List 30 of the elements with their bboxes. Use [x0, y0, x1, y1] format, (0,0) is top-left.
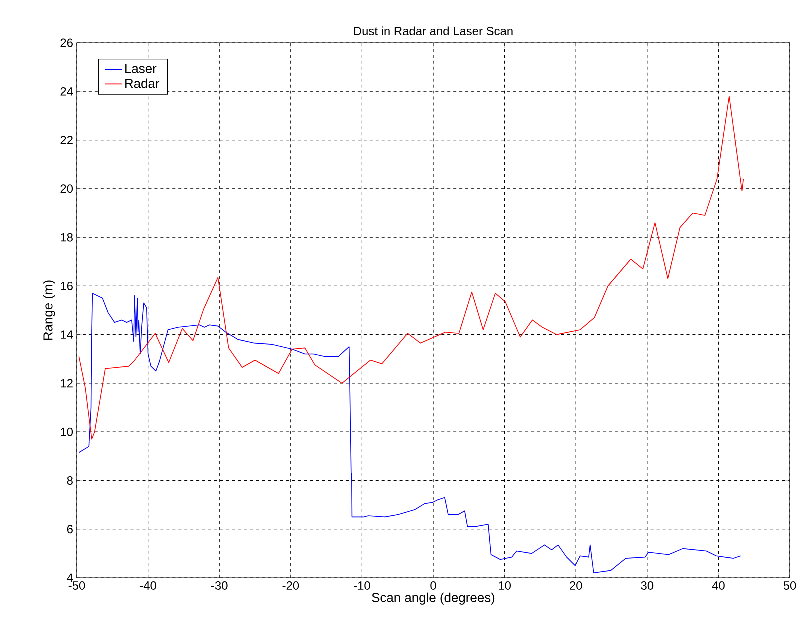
- y-tick-label: 26: [60, 38, 73, 48]
- x-tick-label: 10: [499, 582, 511, 590]
- x-tick-label: -50: [68, 582, 86, 590]
- x-tick-label: -20: [282, 582, 300, 590]
- x-tick-label: 20: [570, 582, 582, 590]
- legend-label: Radar: [126, 78, 160, 88]
- x-tick-label: 30: [641, 582, 654, 590]
- legend-label: Laser: [126, 64, 157, 74]
- x-tick-label: 40: [712, 582, 725, 590]
- x-tick-label: -40: [140, 582, 156, 590]
- y-tick-label: 6: [67, 525, 73, 534]
- y-tick-label: 22: [60, 136, 73, 144]
- x-tick-label: 0: [430, 582, 436, 590]
- y-tick-label: 12: [61, 379, 73, 388]
- x-axis-title: Scan angle (degrees): [372, 592, 495, 605]
- y-tick-label: 16: [61, 282, 73, 290]
- x-tick-label: -10: [354, 582, 370, 590]
- x-tick-label: 50: [784, 582, 796, 590]
- y-tick-label: 14: [61, 330, 74, 339]
- y-tick-label: 4: [67, 574, 74, 582]
- line-series: [78, 96, 744, 440]
- y-tick-label: 24: [60, 87, 74, 96]
- y-tick-label: 10: [61, 428, 74, 436]
- y-tick-label: 8: [67, 476, 73, 485]
- line-series: [78, 293, 742, 574]
- y-tick-label: 20: [60, 184, 74, 194]
- y-tick-label: 18: [61, 233, 73, 242]
- y-axis-title: Range (m): [43, 280, 56, 340]
- chart-title: Dust in Radar and Laser Scan: [354, 26, 513, 36]
- x-tick-label: -30: [211, 582, 228, 590]
